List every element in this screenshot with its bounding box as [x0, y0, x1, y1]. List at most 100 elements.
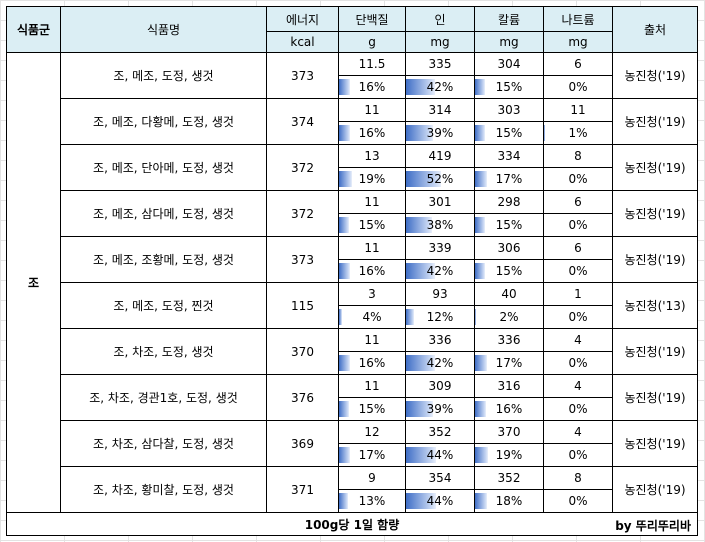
protein-value: 13	[338, 144, 406, 168]
source: 농진청('13)	[612, 282, 698, 329]
phosphorus-value: 314	[405, 98, 475, 122]
table-row: 조 조, 메조, 도정, 생것 373 11.5 335 304 6 농진청('19)	[6, 52, 698, 513]
protein-percent-bar	[339, 79, 350, 95]
sodium-percent: 0%	[543, 489, 613, 513]
protein-value: 11	[338, 190, 406, 214]
phosphorus-value: 339	[405, 236, 475, 260]
phosphorus-value: 301	[405, 190, 475, 214]
protein-percent-bar	[339, 309, 342, 325]
table-row-percent: 19% 52% 17% 0%	[7, 167, 698, 191]
energy-value: 373	[266, 52, 339, 99]
source: 농진청('19)	[612, 328, 698, 375]
protein-value: 12	[338, 420, 406, 444]
protein-value: 11	[338, 374, 406, 398]
protein-value: 3	[338, 282, 406, 306]
sodium-value: 4	[543, 328, 613, 352]
sodium-percent-label: 0%	[568, 218, 588, 232]
table-row: 조, 메조, 조황메, 도정, 생것 373 11 339 306 6 농진청('19)	[7, 236, 698, 283]
phosphorus-percent: 42%	[405, 75, 475, 99]
table-row: 조, 메조, 단아메, 도정, 생것 372 13 419 334 8 농진청('19)	[7, 144, 698, 191]
table-row: 조, 메조, 삼다메, 도정, 생것 372 11 301 298 6 농진청('19)	[7, 190, 698, 237]
protein-percent: 4%	[338, 305, 406, 329]
protein-value: 9	[338, 466, 406, 490]
sodium-value: 4	[543, 374, 613, 398]
header-row-units: kcal g mg mg mg	[7, 31, 698, 53]
food-name: 조, 메조, 다황메, 도정, 생것	[60, 98, 267, 145]
protein-percent-bar	[339, 263, 350, 279]
table-row-percent: 4% 12% 2% 0%	[7, 305, 698, 329]
potassium-percent-bar	[475, 217, 486, 233]
source: 농진청('19)	[612, 144, 698, 191]
protein-percent-label: 16%	[358, 80, 386, 94]
phosphorus-value: 354	[405, 466, 475, 490]
food-name: 조, 차조, 도정, 생것	[60, 328, 267, 375]
phosphorus-percent: 44%	[405, 443, 475, 467]
header-sodium: 나트륨	[543, 6, 613, 32]
food-name: 조, 차조, 경관1호, 도정, 생것	[60, 374, 267, 421]
table-row-percent: 16% 39% 15% 1%	[7, 121, 698, 145]
potassium-percent-label: 15%	[495, 126, 523, 140]
header-protein: 단백질	[338, 6, 406, 32]
phosphorus-percent-bar	[406, 447, 436, 463]
phosphorus-percent-bar	[406, 79, 435, 95]
phosphorus-percent-label: 39%	[426, 126, 454, 140]
header-source: 출처	[612, 6, 698, 53]
sodium-percent: 0%	[543, 351, 613, 375]
sodium-percent-label: 0%	[568, 264, 588, 278]
potassium-percent-bar	[475, 355, 487, 371]
protein-percent-bar	[339, 493, 348, 509]
source: 농진청('19)	[612, 374, 698, 421]
protein-percent-bar	[339, 217, 349, 233]
protein-percent-label: 16%	[358, 126, 386, 140]
nutrition-table: 식품군 식품명 에너지 단백질 인 칼륨 나트륨 출처 kcal g mg mg…	[6, 6, 698, 536]
unit-potassium: mg	[474, 31, 544, 53]
potassium-value: 304	[474, 52, 544, 76]
potassium-percent-label: 2%	[499, 310, 519, 324]
potassium-value: 306	[474, 236, 544, 260]
food-group: 조	[6, 52, 61, 513]
protein-percent-label: 13%	[358, 494, 386, 508]
unit-energy: kcal	[266, 31, 339, 53]
sodium-percent-label: 0%	[568, 402, 588, 416]
phosphorus-percent-label: 39%	[426, 402, 454, 416]
source: 농진청('19)	[612, 236, 698, 283]
protein-percent-bar	[339, 125, 350, 141]
phosphorus-value: 336	[405, 328, 475, 352]
potassium-percent: 18%	[474, 489, 544, 513]
protein-percent: 17%	[338, 443, 406, 467]
phosphorus-percent-bar	[406, 263, 435, 279]
food-name: 조, 메조, 삼다메, 도정, 생것	[60, 190, 267, 237]
potassium-value: 352	[474, 466, 544, 490]
potassium-percent-bar	[475, 309, 477, 325]
potassium-value: 370	[474, 420, 544, 444]
footer-note: 100g당 1일 함량	[304, 517, 400, 532]
protein-percent: 16%	[338, 259, 406, 283]
phosphorus-percent-label: 52%	[426, 172, 454, 186]
sodium-percent: 0%	[543, 305, 613, 329]
phosphorus-percent-label: 42%	[426, 80, 454, 94]
sodium-percent: 0%	[543, 259, 613, 283]
phosphorus-percent-bar	[406, 125, 433, 141]
potassium-percent-label: 17%	[495, 172, 523, 186]
unit-sodium: mg	[543, 31, 613, 53]
protein-percent-label: 15%	[358, 402, 386, 416]
potassium-value: 316	[474, 374, 544, 398]
potassium-percent-bar	[475, 447, 488, 463]
potassium-percent-label: 15%	[495, 264, 523, 278]
footer-row: 100g당 1일 함량 by 뚜리뚜리바	[6, 512, 698, 536]
sodium-percent-label: 0%	[568, 80, 588, 94]
sodium-percent-label: 0%	[568, 448, 588, 462]
header-energy: 에너지	[266, 6, 339, 32]
potassium-value: 298	[474, 190, 544, 214]
sodium-value: 8	[543, 144, 613, 168]
energy-value: 372	[266, 144, 339, 191]
sodium-value: 6	[543, 52, 613, 76]
potassium-percent-label: 15%	[495, 218, 523, 232]
potassium-percent: 15%	[474, 213, 544, 237]
food-name: 조, 메조, 조황메, 도정, 생것	[60, 236, 267, 283]
food-name: 조, 메조, 단아메, 도정, 생것	[60, 144, 267, 191]
phosphorus-percent-label: 44%	[426, 494, 454, 508]
source: 농진청('19)	[612, 98, 698, 145]
potassium-percent: 19%	[474, 443, 544, 467]
potassium-percent-bar	[475, 125, 486, 141]
